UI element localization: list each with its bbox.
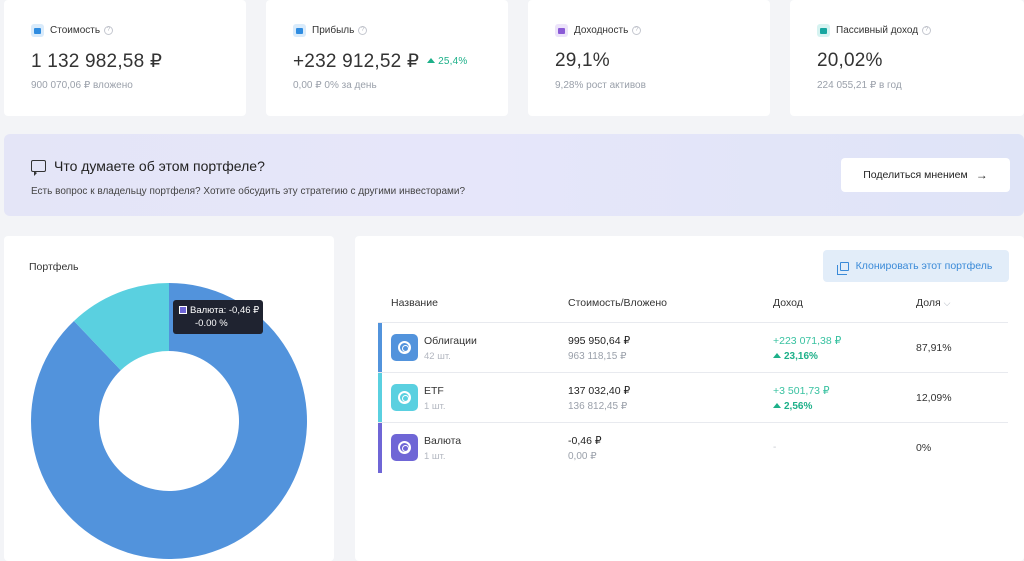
clone-portfolio-button[interactable]: Клонировать этот портфель xyxy=(823,250,1009,282)
row-color-bar xyxy=(378,423,382,473)
stat-card-yield: Доходность ? 29,1% 9,28% рост активов xyxy=(528,0,770,116)
copy-icon xyxy=(836,261,849,275)
help-icon[interactable]: ? xyxy=(922,26,932,35)
legend-swatch xyxy=(179,306,187,314)
stat-value: 1 132 982,58 ₽ xyxy=(31,51,163,72)
sort-icon[interactable]: ⌵ xyxy=(943,298,951,308)
arrow-up-icon xyxy=(427,58,436,63)
asset-name: Облигации xyxy=(424,335,477,347)
row-color-bar xyxy=(378,373,382,423)
asset-value: 137 032,40 ₽ xyxy=(568,385,631,397)
row-color-bar xyxy=(378,323,382,373)
pie-slice-1[interactable] xyxy=(73,283,169,371)
wallet-icon xyxy=(31,24,44,37)
asset-name: Валюта xyxy=(424,435,462,447)
stat-label: Прибыль xyxy=(312,25,355,36)
asset-income: - xyxy=(773,442,777,453)
table-row[interactable]: Валюта 1 шт. -0,46 ₽ 0,00 ₽ - 0% xyxy=(378,422,1008,473)
table-row[interactable]: Облигации 42 шт. 995 950,64 ₽ 963 118,15… xyxy=(378,322,1008,373)
asset-invested: 963 118,15 ₽ xyxy=(568,351,627,362)
stat-value: 20,02% xyxy=(817,50,883,71)
column-header-share[interactable]: Доля ⌵ xyxy=(916,297,950,309)
piggy-bank-icon xyxy=(817,24,830,37)
portfolio-chart-card: Портфель xyxy=(4,236,334,561)
share-opinion-button[interactable]: Поделиться мнением → xyxy=(841,158,1010,192)
asset-income-percent: 2,56% xyxy=(773,401,812,412)
asset-share: 0% xyxy=(916,442,932,454)
chart-tooltip: Валюта: -0,46 ₽ -0.00 % xyxy=(173,300,263,334)
stat-sub: 0,00 ₽ 0% за день xyxy=(293,80,377,91)
asset-qty: 1 шт. xyxy=(424,451,446,462)
calendar-icon xyxy=(555,24,568,37)
asset-invested: 0,00 ₽ xyxy=(568,451,597,462)
income-percent-value: 23,16% xyxy=(784,351,818,362)
stat-label: Доходность xyxy=(574,25,629,36)
asset-qty: 1 шт. xyxy=(424,401,446,412)
stat-label: Стоимость xyxy=(50,25,101,36)
asset-invested: 136 812,45 ₽ xyxy=(568,401,628,412)
asset-qty: 42 шт. xyxy=(424,351,451,362)
help-icon[interactable]: ? xyxy=(358,26,368,35)
portfolio-title: Портфель xyxy=(29,261,79,273)
asset-name: ETF xyxy=(424,385,444,397)
stat-value: 29,1% xyxy=(555,50,610,71)
asset-value: -0,46 ₽ xyxy=(568,435,602,447)
portfolio-donut-chart[interactable] xyxy=(4,236,334,561)
column-header-income[interactable]: Доход xyxy=(773,297,803,309)
feedback-banner: Что думаете об этом портфеле? Есть вопро… xyxy=(4,134,1024,216)
tooltip-line2: -0.00 % xyxy=(195,318,228,329)
stat-value: +232 912,52 ₽ xyxy=(293,51,420,72)
chat-icon xyxy=(31,160,46,176)
tooltip-line1: Валюта: -0,46 ₽ xyxy=(190,305,260,316)
help-icon[interactable]: ? xyxy=(632,26,642,35)
pie-slice-0[interactable] xyxy=(31,283,308,559)
chart-icon xyxy=(293,24,306,37)
currency-icon xyxy=(391,434,418,461)
help-icon[interactable]: ? xyxy=(104,26,114,35)
asset-income: +3 501,73 ₽ xyxy=(773,385,830,397)
asset-share: 12,09% xyxy=(916,392,952,404)
column-header-name[interactable]: Название xyxy=(391,297,438,309)
arrow-right-icon: → xyxy=(975,168,988,182)
share-opinion-label: Поделиться мнением xyxy=(863,169,968,181)
column-header-value[interactable]: Стоимость/Вложено xyxy=(568,297,667,309)
stat-sub: 224 055,21 ₽ в год xyxy=(817,80,902,91)
column-header-share-label: Доля xyxy=(916,297,941,309)
asset-value: 995 950,64 ₽ xyxy=(568,335,631,347)
stat-sub: 9,28% рост активов xyxy=(555,80,646,91)
asset-income-percent: 23,16% xyxy=(773,351,818,362)
etf-icon xyxy=(391,384,418,411)
profit-badge: 25,4% xyxy=(427,56,467,67)
bonds-icon xyxy=(391,334,418,361)
profit-percent: 25,4% xyxy=(438,56,468,67)
stat-card-passive-income: Пассивный доход ? 20,02% 224 055,21 ₽ в … xyxy=(790,0,1024,116)
assets-table-card: Клонировать этот портфель Название Стоим… xyxy=(355,236,1024,561)
banner-text: Есть вопрос к владельцу портфеля? Хотите… xyxy=(31,186,466,197)
arrow-up-icon xyxy=(773,353,781,358)
arrow-up-icon xyxy=(773,403,781,408)
asset-share: 87,91% xyxy=(916,342,952,354)
stat-card-value: Стоимость ? 1 132 982,58 ₽ 900 070,06 ₽ … xyxy=(4,0,246,116)
stat-card-profit: Прибыль ? +232 912,52 ₽ 25,4% 0,00 ₽ 0% з… xyxy=(266,0,508,116)
table-row[interactable]: ETF 1 шт. 137 032,40 ₽ 136 812,45 ₽ +3 5… xyxy=(378,372,1008,423)
clone-portfolio-label: Клонировать этот портфель xyxy=(855,260,993,272)
stat-sub: 900 070,06 ₽ вложено xyxy=(31,80,133,91)
asset-income: +223 071,38 ₽ xyxy=(773,335,842,347)
stat-label: Пассивный доход xyxy=(836,25,919,36)
income-percent-value: 2,56% xyxy=(784,401,813,412)
banner-title: Что думаете об этом портфеле? xyxy=(54,158,265,174)
